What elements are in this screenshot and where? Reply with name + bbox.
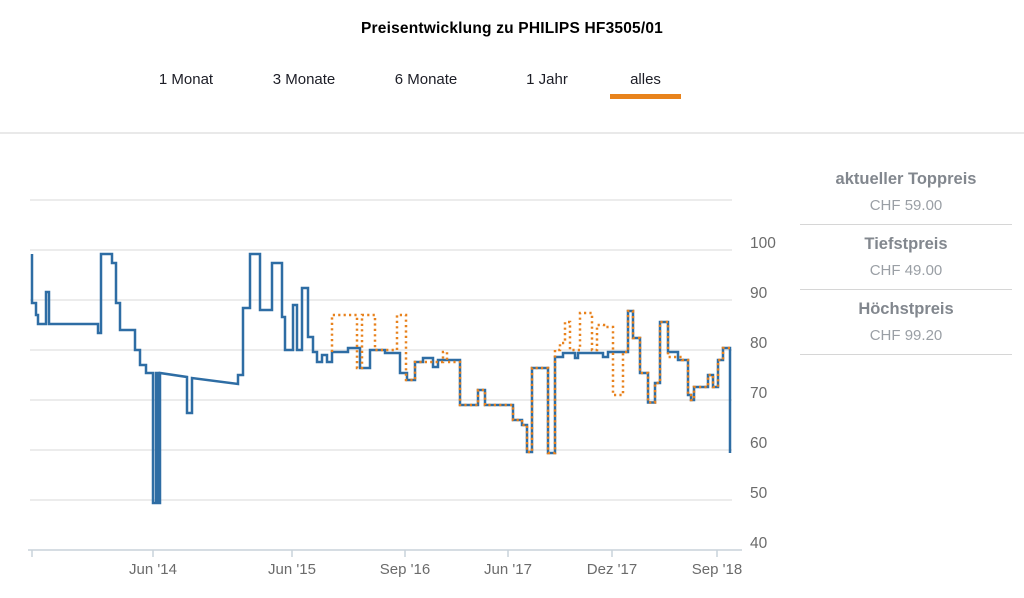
stat-value: CHF 59.00	[869, 197, 943, 214]
stat-label: aktueller Toppreis	[835, 170, 977, 188]
x-axis-label: Sep '16	[380, 561, 430, 578]
x-axis-label: Jun '15	[268, 561, 316, 578]
stat-label: Höchstpreis	[858, 300, 954, 318]
section-divider	[0, 132, 1024, 134]
x-axis-label: Jun '14	[129, 561, 177, 578]
stat-lowest-price: Tiefstpreis CHF 49.00	[800, 225, 1012, 290]
y-axis-label: 70	[750, 385, 768, 402]
y-axis-label: 50	[750, 485, 768, 502]
time-range-tabs: 1 Monat 3 Monate 6 Monate 1 Jahr alles	[0, 66, 1024, 100]
y-axis-label: 100	[750, 235, 776, 252]
stat-label: Tiefstpreis	[864, 235, 948, 253]
tab-1-monat[interactable]: 1 Monat	[158, 71, 214, 88]
price-stats-panel: aktueller Toppreis CHF 59.00 Tiefstpreis…	[800, 160, 1012, 355]
blue-solid-price-line[interactable]	[30, 252, 732, 505]
y-axis-label: 60	[750, 435, 768, 452]
price-history-chart[interactable]: Jun '14 Jun '15 Sep '16 Jun '17 Dez '17 Sep '…	[0, 0, 800, 593]
x-axis-label: Dez '17	[587, 561, 637, 578]
stat-value: CHF 99.20	[869, 327, 943, 344]
y-axis-label: 40	[750, 535, 768, 552]
stat-highest-price: Höchstpreis CHF 99.20	[800, 290, 1012, 355]
x-axis-label: Sep '18	[692, 561, 742, 578]
tab-6-monate[interactable]: 6 Monate	[394, 71, 458, 88]
tab-1-jahr[interactable]: 1 Jahr	[526, 71, 568, 88]
stat-current-top-price: aktueller Toppreis CHF 59.00	[800, 160, 1012, 225]
y-axis-label: 90	[750, 285, 768, 302]
page-title: Preisentwicklung zu PHILIPS HF3505/01	[361, 20, 663, 37]
tab-3-monate[interactable]: 3 Monate	[272, 71, 336, 88]
orange-dotted-price-line[interactable]	[330, 309, 730, 455]
y-axis-label: 80	[750, 335, 768, 352]
stat-value: CHF 49.00	[869, 262, 943, 279]
tab-alles[interactable]: alles	[610, 66, 681, 99]
price-chart-canvas[interactable]: Jun '14 Jun '15 Sep '16 Jun '17 Dez '17 Sep '…	[0, 0, 800, 593]
x-axis-label: Jun '17	[484, 561, 532, 578]
